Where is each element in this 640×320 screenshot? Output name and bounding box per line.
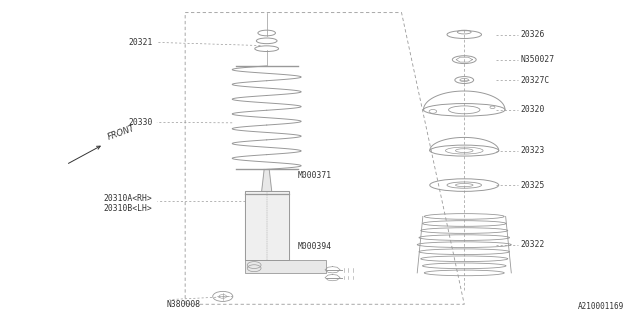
Text: 20326: 20326 [521,30,545,39]
Text: 20327C: 20327C [521,76,550,84]
Polygon shape [262,169,272,191]
Polygon shape [244,191,289,260]
Text: 20323: 20323 [521,146,545,155]
Text: 20310A<RH>: 20310A<RH> [104,194,152,203]
Text: 20321: 20321 [129,38,153,47]
Text: 20330: 20330 [129,118,153,127]
Text: 20310B<LH>: 20310B<LH> [104,204,152,213]
Text: 20325: 20325 [521,180,545,189]
Text: N380008: N380008 [166,300,200,309]
Polygon shape [244,260,326,273]
Text: A210001169: A210001169 [578,301,624,310]
Text: 20322: 20322 [521,240,545,249]
Text: N350027: N350027 [521,55,555,64]
Text: M000394: M000394 [298,242,332,251]
Text: M000371: M000371 [298,171,332,180]
Text: FRONT: FRONT [107,124,137,142]
Text: 20320: 20320 [521,105,545,114]
